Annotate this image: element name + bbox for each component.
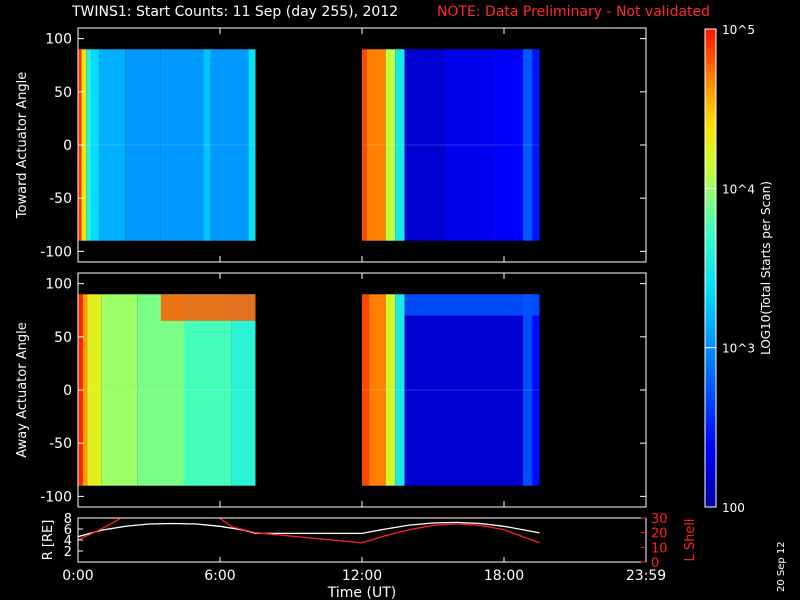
heatmap-cell bbox=[532, 49, 540, 241]
x-tick-label: 23:59 bbox=[626, 568, 666, 584]
y-tick-label: -50 bbox=[49, 191, 72, 207]
x-axis-label: Time (UT) bbox=[327, 585, 396, 600]
y-tick-label: 100 bbox=[45, 32, 72, 48]
heatmap-cell bbox=[82, 294, 88, 486]
y-tick-label: -100 bbox=[40, 489, 72, 505]
y2-tick-label: 30 bbox=[651, 512, 668, 527]
heatmap-cell bbox=[137, 294, 185, 486]
heatmap-cell bbox=[210, 49, 249, 241]
heatmap-cell bbox=[369, 294, 386, 486]
preliminary-note: NOTE: Data Preliminary - Not validated bbox=[437, 4, 711, 20]
heatmap-cell bbox=[522, 49, 533, 241]
heatmap-cell bbox=[444, 49, 493, 241]
heatmap-cell bbox=[385, 49, 396, 241]
colorbar-tick-label: 10^5 bbox=[722, 23, 755, 37]
radius-line bbox=[78, 521, 540, 538]
y-tick-label: -100 bbox=[40, 244, 72, 260]
y-tick-label: 6 bbox=[64, 523, 72, 538]
y-axis-label: Away Actuator Angle bbox=[15, 322, 30, 457]
heatmap-cell bbox=[395, 49, 405, 241]
heatmap-cell bbox=[522, 294, 533, 486]
colorbar-tick-label: 10^4 bbox=[722, 182, 755, 196]
y-tick-label: 100 bbox=[45, 277, 72, 293]
heatmap-cell bbox=[248, 49, 256, 241]
heatmap-cell bbox=[99, 49, 126, 241]
x-tick-label: 6:00 bbox=[204, 568, 235, 584]
heatmap-cell bbox=[87, 294, 102, 486]
panel-frame bbox=[77, 517, 647, 563]
date-stamp: 20 Sep 12 bbox=[776, 541, 787, 592]
colorbar-tick-label: 10^3 bbox=[722, 342, 755, 356]
y-tick-label: 50 bbox=[54, 85, 72, 101]
heatmap-cell bbox=[362, 49, 367, 241]
y2-tick-label: 20 bbox=[651, 527, 668, 542]
heatmap-cell bbox=[532, 294, 540, 486]
x-tick-label: 12:00 bbox=[342, 568, 382, 584]
heatmap-cell bbox=[366, 49, 386, 241]
colorbar: 10^5 10^4 10^3 100 LOG10(Total Starts per S… bbox=[704, 23, 773, 515]
heatmap-cell bbox=[362, 294, 370, 486]
plot-title: TWINS1: Start Counts: 11 Sep (day 255), … bbox=[72, 4, 399, 20]
heatmap-cell bbox=[385, 294, 396, 486]
y2-axis-label: L Shell bbox=[683, 518, 698, 561]
y2-tick-label: 0 bbox=[651, 556, 659, 571]
heatmap-cell bbox=[125, 49, 161, 241]
y-tick-label: -50 bbox=[49, 436, 72, 452]
y-axis-label: Toward Actuator Angle bbox=[15, 72, 30, 219]
heatmap-cell bbox=[404, 294, 523, 486]
y-tick-label: 4 bbox=[64, 534, 72, 549]
heatmap-panel-2: 100 50 0 -50 -100 Away Actuator Angle bbox=[15, 272, 647, 508]
lshell-line bbox=[78, 518, 540, 544]
heatmap-cell bbox=[184, 294, 232, 486]
heatmap-panel-1: 100 50 0 -50 -100 Toward Actuator Angle bbox=[15, 27, 647, 263]
x-tick-label: 18:00 bbox=[484, 568, 524, 584]
heatmap-cell bbox=[231, 294, 256, 486]
heatmap-cell bbox=[203, 49, 211, 241]
y-tick-label: 2 bbox=[64, 545, 72, 560]
heatmap-hotspot bbox=[160, 294, 256, 321]
colorbar-gradient bbox=[704, 28, 717, 508]
y-tick-label: 0 bbox=[63, 383, 72, 399]
heatmap-cell bbox=[91, 49, 100, 241]
x-tick-label: 0:00 bbox=[62, 568, 93, 584]
heatmap-hotspot bbox=[404, 294, 540, 316]
colorbar-tick-label: 100 bbox=[722, 501, 745, 515]
y-tick-label: 8 bbox=[64, 512, 72, 527]
y2-tick-label: 10 bbox=[651, 541, 668, 556]
heatmap-cell bbox=[160, 49, 204, 241]
heatmap-cell bbox=[492, 49, 523, 241]
heatmap-cell bbox=[404, 49, 445, 241]
y-axis-label: R [RE] bbox=[41, 520, 56, 561]
y-tick-label: 0 bbox=[63, 138, 72, 154]
y-tick-label: 50 bbox=[54, 330, 72, 346]
colorbar-label: LOG10(Total Starts per Scan) bbox=[759, 181, 773, 355]
heatmap-cell bbox=[101, 294, 138, 486]
figure-title: TWINS1: Start Counts: 11 Sep (day 255), … bbox=[0, 4, 800, 26]
heatmap-cell bbox=[395, 294, 405, 486]
heatmap-cell bbox=[86, 49, 92, 241]
